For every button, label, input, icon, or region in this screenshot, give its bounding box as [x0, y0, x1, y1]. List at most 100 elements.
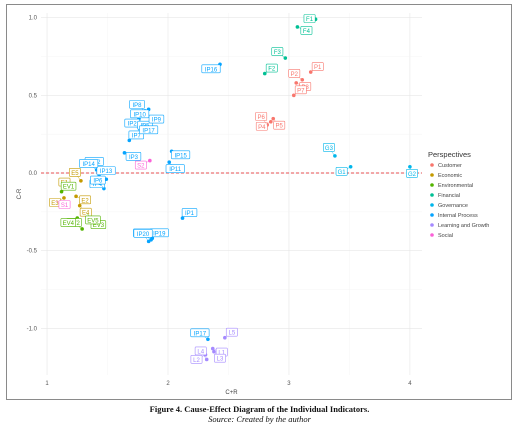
point-label-box [96, 166, 116, 175]
y-tick-label: 1.0 [29, 16, 38, 22]
legend-entry: Environmental [438, 183, 473, 189]
point-label-box [134, 160, 147, 170]
point-label-box [214, 353, 226, 363]
x-tick-label: 2 [166, 381, 170, 387]
point-label: F1 [306, 17, 314, 23]
legend-entry: Learning and Growth [438, 223, 489, 229]
caption-title: Figure 4. Cause-Effect Diagram of the In… [149, 404, 370, 414]
point-label: IP17 [142, 128, 155, 134]
y-axis-title: C-R [17, 188, 23, 199]
point-label: P5 [276, 124, 284, 130]
point-label-box [255, 121, 268, 131]
point-label: S2 [137, 164, 145, 170]
point-label-box [171, 150, 191, 160]
legend-swatch [430, 233, 434, 237]
legend-entry: Economic [438, 173, 462, 179]
point-label-box [125, 152, 142, 161]
figure-caption: Figure 4. Cause-Effect Diagram of the In… [0, 404, 519, 424]
point-label: F4 [303, 29, 311, 35]
point-label: L3 [217, 357, 224, 363]
point-label-box [79, 195, 91, 205]
point-label-box [294, 85, 307, 95]
point-label-box [194, 346, 207, 356]
legend-swatch [430, 193, 434, 197]
point-label: IP13 [100, 169, 113, 175]
point-label-box [58, 200, 71, 209]
point-label-box [323, 143, 335, 152]
point-label: IP11 [169, 167, 182, 173]
point-label-box [165, 164, 185, 173]
point-label: P1 [314, 65, 322, 71]
point-label-box [130, 109, 150, 119]
point-label-box [300, 26, 313, 35]
point-label-box [288, 69, 301, 78]
point-label-box [60, 218, 76, 227]
legend-swatch [430, 223, 434, 227]
point-label-box [255, 112, 268, 121]
point-label: EV1 [63, 185, 75, 191]
point-label-box [225, 327, 238, 337]
data-point [269, 119, 273, 124]
data-point [223, 335, 227, 340]
x-axis-title: C+R [225, 390, 238, 396]
point-label: IP17 [194, 331, 207, 337]
point-label: E5 [71, 171, 79, 177]
legend-swatch [430, 173, 434, 177]
legend-entry: Social [438, 233, 453, 239]
point-label-box [335, 167, 348, 176]
data-point [348, 165, 353, 169]
point-label: IP8 [133, 103, 143, 109]
legend-swatch [430, 213, 434, 217]
point-label: G1 [338, 170, 347, 176]
point-label: F3 [274, 50, 282, 56]
legend-entry: Internal Process [438, 213, 478, 219]
data-point [283, 56, 288, 60]
point-label-box [133, 229, 153, 238]
point-label: L5 [229, 331, 236, 337]
point-label-box [79, 159, 99, 168]
point-label-box [406, 169, 418, 178]
point-label-box [273, 120, 286, 130]
point-label: IP10 [133, 112, 146, 118]
point-label-box [85, 215, 101, 225]
point-label: IP3 [129, 155, 139, 161]
point-label: G3 [325, 146, 334, 152]
point-label-box [181, 208, 198, 217]
point-label: IP2 [128, 122, 138, 128]
point-label: IP4 [93, 182, 103, 188]
data-point [204, 357, 209, 362]
point-label-box [60, 181, 77, 191]
data-point [122, 151, 127, 155]
point-label-box [148, 114, 165, 124]
point-label: E2 [81, 198, 89, 204]
y-tick-label: 0.0 [29, 171, 38, 177]
point-label-box [303, 14, 316, 23]
point-label: IP14 [82, 162, 95, 168]
legend-swatch [430, 203, 434, 207]
point-label: IP19 [153, 231, 166, 237]
point-label: IP6 [93, 179, 103, 185]
caption-source: Source: Created by the author [208, 414, 311, 424]
x-tick-label: 1 [45, 381, 49, 387]
legend-entry: Financial [438, 193, 460, 199]
point-label: IP20 [137, 232, 150, 238]
point-label-box [190, 328, 210, 338]
point-label: G2 [408, 172, 417, 178]
legend-swatch [430, 183, 434, 187]
point-label: IP1 [185, 211, 195, 217]
legend: Perspectives Customer Economic Environment… [428, 150, 489, 239]
point-label: S1 [61, 203, 69, 209]
point-label-box [190, 355, 203, 364]
point-label-box [311, 62, 324, 71]
point-label: P7 [297, 88, 305, 94]
legend-entry: Customer [438, 163, 462, 169]
point-label: EV4 [63, 221, 75, 227]
point-label: F2 [268, 67, 276, 73]
point-label-box [69, 167, 81, 177]
data-point [127, 138, 132, 143]
y-tick-label: -1.0 [27, 326, 38, 332]
axes: 1 2 3 4 -1.0 -0.5 0.0 0.5 1.0 [27, 16, 413, 387]
point-label: E3 [51, 201, 59, 207]
point-label-box [271, 47, 284, 56]
